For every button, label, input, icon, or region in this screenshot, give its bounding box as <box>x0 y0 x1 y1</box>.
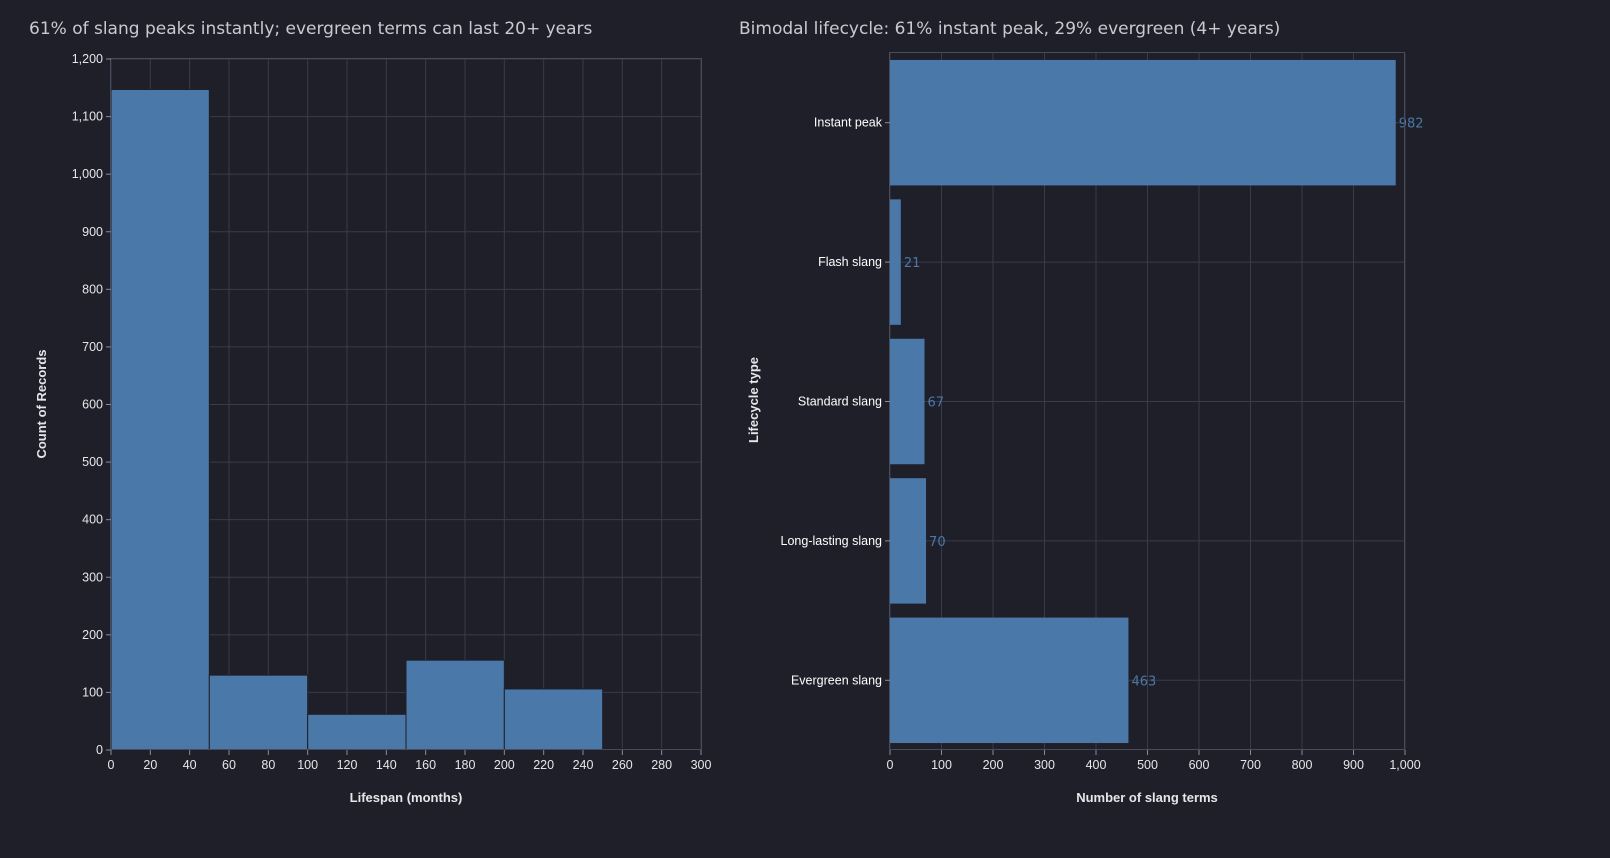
histogram-y-tick-label: 500 <box>82 455 103 469</box>
histogram-chart: 61% of slang peaks instantly; evergreen … <box>29 19 711 805</box>
histogram-bar <box>405 659 505 751</box>
histogram-y-tick-label: 1,200 <box>72 52 103 66</box>
histogram-y-tick-label: 800 <box>82 282 103 296</box>
lifecycle-x-tick-label: 1,000 <box>1389 758 1420 772</box>
histogram-bar <box>503 688 604 751</box>
lifecycle-bar-chart: Bimodal lifecycle: 61% instant peak, 29%… <box>739 19 1424 805</box>
lifecycle-x-tick-label: 800 <box>1292 758 1313 772</box>
lifecycle-data-label: 67 <box>928 396 945 411</box>
histogram-y-tick-label: 600 <box>82 398 103 412</box>
lifecycle-x-tick-label: 0 <box>887 758 894 772</box>
histogram-x-tick-label: 300 <box>691 758 712 772</box>
lifecycle-category-label: Evergreen slang <box>791 673 882 687</box>
lifecycle-category-label: Flash slang <box>818 255 882 269</box>
histogram-bar <box>307 713 407 751</box>
histogram-x-tick-label: 100 <box>297 758 318 772</box>
lifecycle-x-tick-label: 100 <box>931 758 952 772</box>
histogram-title: 61% of slang peaks instantly; evergreen … <box>29 19 593 39</box>
lifecycle-data-label: 21 <box>904 256 921 271</box>
lifecycle-x-axis-title: Number of slang terms <box>1076 790 1218 805</box>
histogram-x-tick-label: 160 <box>415 758 436 772</box>
lifecycle-data-label: 70 <box>929 535 946 550</box>
histogram-x-tick-label: 140 <box>376 758 397 772</box>
histogram-x-tick-label: 20 <box>143 758 157 772</box>
histogram-y-tick-label: 1,100 <box>72 110 103 124</box>
histogram-x-tick-label: 0 <box>108 758 115 772</box>
lifecycle-bar <box>890 338 925 465</box>
lifecycle-y-axis-title: Lifecycle type <box>746 357 761 443</box>
histogram-bar <box>208 674 309 751</box>
histogram-y-tick-label: 700 <box>82 340 103 354</box>
histogram-x-tick-label: 240 <box>573 758 594 772</box>
histogram-y-axis-title: Count of Records <box>34 349 49 458</box>
histogram-x-ticks: 0 20 40 60 80 100 120 140 160 180 200 220 240 260 280 3… <box>108 750 712 772</box>
histogram-x-tick-label: 40 <box>183 758 197 772</box>
histogram-x-axis-title: Lifespan (months) <box>350 790 463 805</box>
lifecycle-data-label: 982 <box>1399 117 1424 132</box>
histogram-bar <box>110 89 210 751</box>
histogram-y-tick-label: 300 <box>82 570 103 584</box>
lifecycle-category-label: Instant peak <box>814 116 883 130</box>
histogram-x-tick-label: 280 <box>651 758 672 772</box>
lifecycle-category-label: Standard slang <box>798 395 882 409</box>
lifecycle-x-tick-label: 500 <box>1137 758 1158 772</box>
histogram-x-tick-label: 260 <box>612 758 633 772</box>
histogram-y-tick-label: 0 <box>96 743 103 757</box>
lifecycle-bar <box>890 478 927 604</box>
histogram-x-tick-label: 60 <box>222 758 236 772</box>
histogram-y-tick-label: 900 <box>82 225 103 239</box>
lifecycle-title: Bimodal lifecycle: 61% instant peak, 29%… <box>739 19 1280 39</box>
histogram-y-tick-label: 1,000 <box>72 167 103 181</box>
histogram-y-tick-label: 100 <box>82 685 103 699</box>
histogram-x-tick-label: 180 <box>455 758 476 772</box>
histogram-x-tick-label: 80 <box>261 758 275 772</box>
lifecycle-x-ticks: 0 100 200 300 400 500 600 700 800 900 1,000 <box>887 750 1421 772</box>
lifecycle-bars <box>890 59 1396 744</box>
lifecycle-x-tick-label: 900 <box>1343 758 1364 772</box>
lifecycle-x-tick-label: 400 <box>1086 758 1107 772</box>
lifecycle-x-tick-label: 200 <box>983 758 1004 772</box>
lifecycle-bar <box>890 617 1129 744</box>
histogram-y-tick-label: 400 <box>82 513 103 527</box>
lifecycle-category-labels: Instant peak Flash slang Standard slang Lon… <box>781 116 890 687</box>
lifecycle-bar <box>890 59 1396 186</box>
histogram-x-tick-label: 220 <box>533 758 554 772</box>
lifecycle-data-label: 463 <box>1131 674 1156 689</box>
histogram-x-tick-label: 120 <box>337 758 358 772</box>
lifecycle-data-labels: 982 21 67 70 463 <box>904 117 1424 690</box>
histogram-y-ticks: 0 100 200 300 400 500 600 700 800 900 1,000 1,100 1,… <box>72 52 111 757</box>
lifecycle-bar <box>890 199 901 325</box>
lifecycle-x-tick-label: 300 <box>1034 758 1055 772</box>
lifecycle-x-tick-label: 700 <box>1240 758 1261 772</box>
histogram-y-tick-label: 200 <box>82 628 103 642</box>
lifecycle-category-label: Long-lasting slang <box>781 534 883 548</box>
histogram-x-tick-label: 200 <box>494 758 515 772</box>
lifecycle-x-tick-label: 600 <box>1189 758 1210 772</box>
histogram-bars <box>110 89 702 751</box>
